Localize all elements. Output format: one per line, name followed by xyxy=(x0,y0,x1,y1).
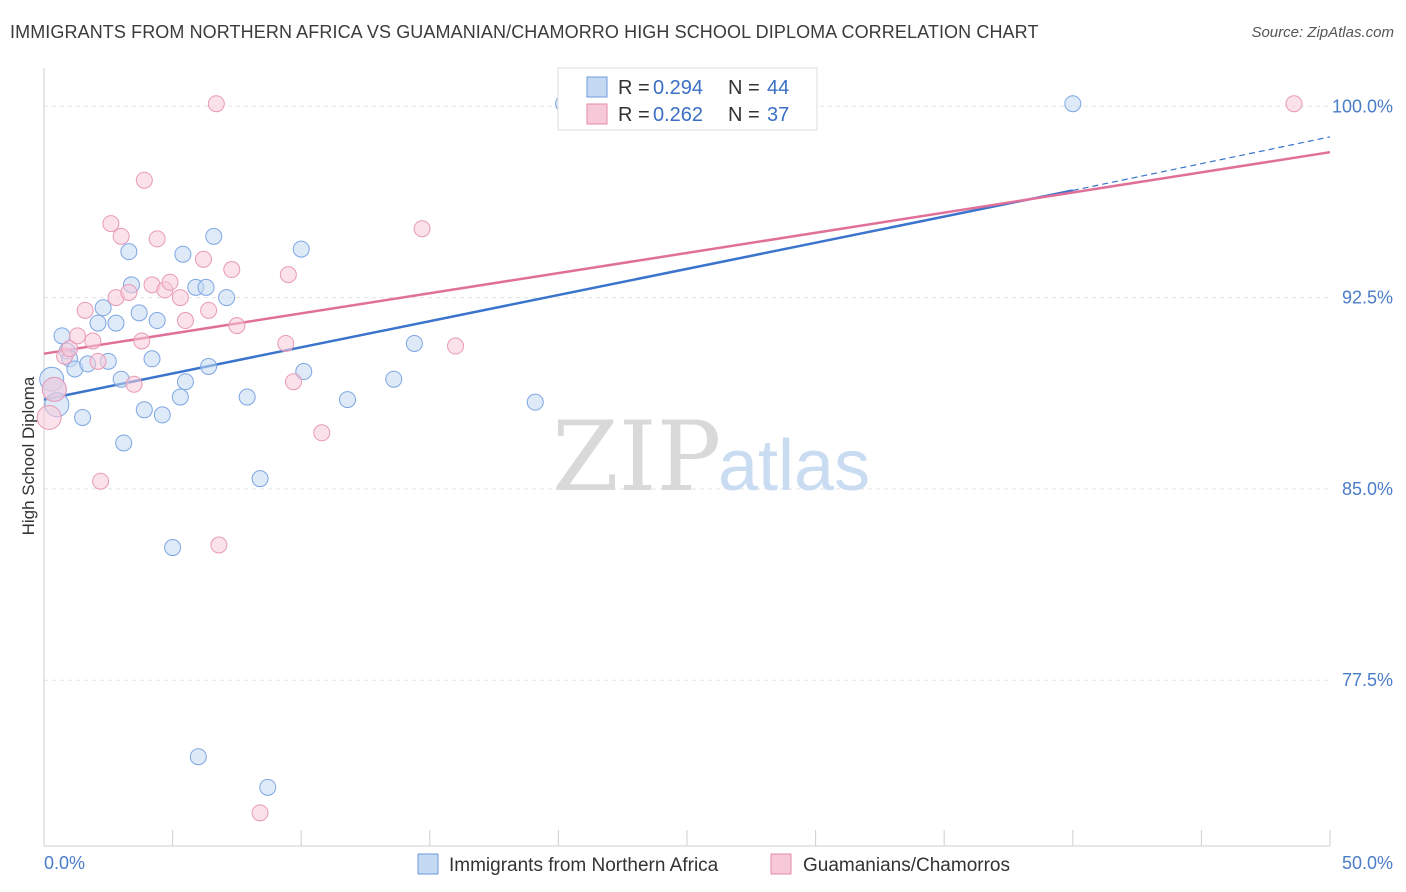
point-northern-africa xyxy=(135,401,153,419)
point-guamanian xyxy=(135,171,153,189)
point-guamanian xyxy=(279,266,297,284)
legend-n-value-2: 37 xyxy=(767,104,789,126)
legend-box: R = 0.294 N = 44 R = 0.262 N = 37 xyxy=(557,67,818,131)
point-northern-africa xyxy=(526,393,544,411)
point-guamanian xyxy=(210,536,228,554)
point-northern-africa xyxy=(107,314,125,332)
bottom-legend-label-blue: Immigrants from Northern Africa xyxy=(449,855,719,876)
point-guamanian xyxy=(84,332,102,350)
point-northern-africa xyxy=(143,350,161,368)
point-northern-africa xyxy=(1064,95,1082,113)
chart-title: IMMIGRANTS FROM NORTHERN AFRICA VS GUAMA… xyxy=(10,22,1039,42)
point-northern-africa xyxy=(200,357,218,375)
bottom-legend: Immigrants from Northern Africa Guamania… xyxy=(417,853,1010,876)
point-northern-africa xyxy=(405,334,423,352)
point-guamanian xyxy=(223,261,241,279)
point-northern-africa xyxy=(238,388,256,406)
point-northern-africa xyxy=(94,299,112,317)
point-northern-africa xyxy=(385,370,403,388)
chart-source: Source: ZipAtlas.com xyxy=(1251,24,1394,41)
y-axis-label: High School Diploma xyxy=(19,376,38,535)
watermark-zip: ZIP xyxy=(552,401,721,513)
point-guamanian xyxy=(413,220,431,238)
bottom-legend-swatch-pink xyxy=(770,853,792,875)
legend-n-label-1: N = xyxy=(728,77,765,99)
point-northern-africa xyxy=(120,243,138,261)
point-guamanian xyxy=(92,472,110,490)
point-northern-africa xyxy=(153,406,171,424)
point-northern-africa xyxy=(292,240,310,258)
grid-layer xyxy=(44,105,1330,681)
point-guamanian xyxy=(277,334,295,352)
point-northern-africa xyxy=(205,227,223,245)
point-guamanian xyxy=(133,332,151,350)
point-northern-africa xyxy=(218,289,236,307)
points-layer xyxy=(36,95,1303,822)
point-northern-africa xyxy=(295,363,313,381)
point-northern-africa xyxy=(338,391,356,409)
point-guamanian xyxy=(61,340,79,358)
point-guamanian xyxy=(112,227,130,245)
point-guamanian xyxy=(251,804,269,822)
point-guamanian xyxy=(125,375,143,393)
point-guamanian xyxy=(68,327,86,345)
point-northern-africa xyxy=(174,245,192,263)
trendline-guamanian xyxy=(43,150,1331,355)
y-tick-labels: 77.5% 85.0% 92.5% 100.0% xyxy=(1332,96,1393,690)
x-tick-labels: 0.0% 50.0% xyxy=(44,853,1393,873)
point-guamanian xyxy=(102,215,120,233)
point-northern-africa xyxy=(148,312,166,330)
legend-r-label-1: R = xyxy=(618,77,655,99)
y-tick-label: 92.5% xyxy=(1342,288,1393,308)
point-guamanian xyxy=(447,337,465,355)
point-guamanian xyxy=(76,301,94,319)
point-guamanian xyxy=(36,404,62,430)
bottom-legend-label-pink: Guamanians/Chamorros xyxy=(803,855,1010,876)
point-northern-africa xyxy=(189,748,207,766)
point-guamanian xyxy=(89,352,107,370)
legend-swatch-blue xyxy=(586,76,608,98)
y-tick-label: 77.5% xyxy=(1342,670,1393,690)
bottom-legend-swatch-blue xyxy=(417,853,439,875)
legend-n-label-2: N = xyxy=(728,104,765,126)
point-guamanian xyxy=(207,95,225,113)
point-northern-africa xyxy=(130,304,148,322)
point-northern-africa xyxy=(197,278,215,296)
point-guamanian xyxy=(171,289,189,307)
legend-n-value-1: 44 xyxy=(767,77,789,99)
point-guamanian xyxy=(200,301,218,319)
point-northern-africa xyxy=(259,778,277,796)
point-northern-africa xyxy=(176,373,194,391)
point-northern-africa xyxy=(89,314,107,332)
point-northern-africa xyxy=(171,388,189,406)
trendline-extension-northern-africa xyxy=(1072,136,1331,192)
point-guamanian xyxy=(194,250,212,268)
legend-r-value-2: 0.262 xyxy=(653,104,703,126)
legend-swatch-pink xyxy=(586,103,608,125)
point-guamanian xyxy=(284,373,302,391)
watermark-atlas: atlas xyxy=(718,426,870,506)
point-guamanian xyxy=(313,424,331,442)
y-tick-label: 85.0% xyxy=(1342,479,1393,499)
point-guamanian xyxy=(1285,95,1303,113)
watermark: ZIP atlas xyxy=(552,401,870,513)
x-tick-label: 0.0% xyxy=(44,853,85,873)
axis-layer xyxy=(43,68,1331,847)
x-tick-label: 50.0% xyxy=(1342,853,1393,873)
legend-r-label-2: R = xyxy=(618,104,655,126)
point-guamanian xyxy=(120,283,138,301)
point-northern-africa xyxy=(164,539,182,557)
point-northern-africa xyxy=(251,470,269,488)
point-guamanian xyxy=(148,230,166,248)
point-northern-africa xyxy=(115,434,133,452)
point-guamanian xyxy=(41,376,67,402)
point-guamanian xyxy=(228,317,246,335)
point-guamanian xyxy=(161,273,179,291)
legend-r-value-1: 0.294 xyxy=(653,77,703,99)
point-guamanian xyxy=(176,312,194,330)
point-northern-africa xyxy=(74,408,92,426)
y-tick-label: 100.0% xyxy=(1332,96,1393,116)
